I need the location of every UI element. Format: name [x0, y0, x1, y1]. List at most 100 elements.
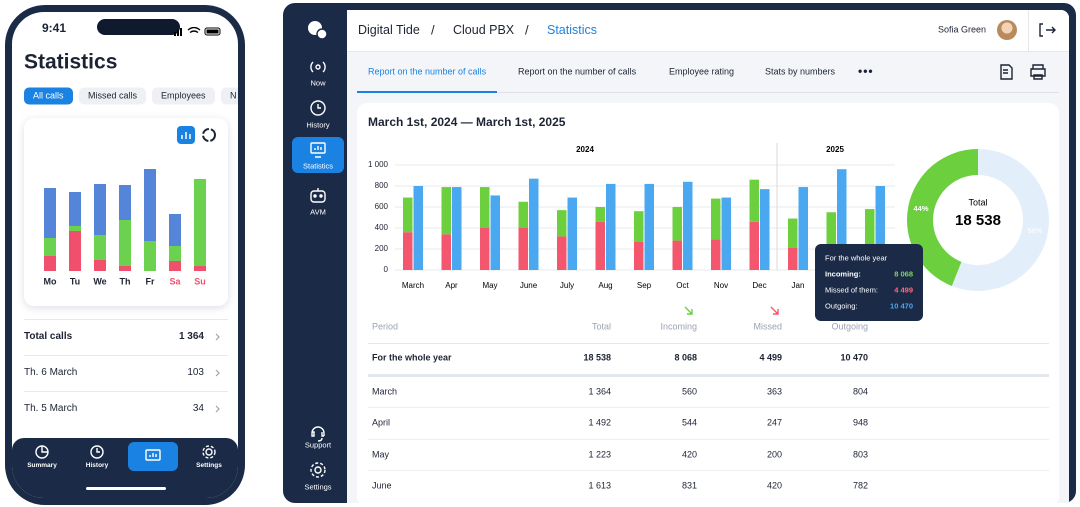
report-tab[interactable]: Employee rating — [669, 66, 735, 77]
table-cell: 8 068 — [674, 352, 697, 363]
table-cell: 200 — [766, 449, 782, 460]
bar-segment — [94, 235, 106, 260]
phone-list-value: 1 364 — [178, 331, 204, 342]
donut-segment — [951, 149, 1049, 292]
sidebar-label[interactable]: History — [306, 120, 330, 130]
table-cell: April — [372, 417, 391, 428]
x-tick-label: Nov — [714, 281, 728, 290]
table-cell: 4 499 — [759, 352, 782, 363]
phone-list-row[interactable] — [24, 391, 228, 428]
avatar[interactable] — [997, 20, 1017, 40]
tab-divider — [357, 92, 1059, 93]
bar-segment — [634, 211, 644, 242]
donut-segment — [906, 149, 978, 287]
breadcrumb[interactable]: Cloud PBX — [453, 22, 515, 37]
table-cell: 10 470 — [840, 352, 868, 363]
table-separator — [368, 470, 1049, 471]
bar — [644, 183, 654, 270]
phone-tab[interactable]: All calls — [24, 87, 73, 105]
tooltip-value: 8 068 — [894, 269, 913, 279]
status-time: 9:41 — [41, 21, 67, 35]
user-name: Sofia Green — [938, 24, 987, 35]
phone-tab[interactable]: N — [221, 87, 238, 105]
sidebar-icons — [308, 21, 328, 478]
phone-list-label: Th. 5 March — [24, 403, 78, 414]
breadcrumb-sep: / — [431, 22, 435, 38]
phone-list-label: Total calls — [24, 331, 73, 342]
x-tick-label: July — [560, 281, 574, 290]
phone-chart-toggle[interactable] — [177, 126, 216, 144]
bar-segment — [144, 241, 156, 271]
table-header: Total — [591, 321, 611, 332]
x-tick-label: Oct — [676, 281, 689, 290]
phone-nav-label[interactable]: Summary — [27, 461, 57, 469]
table-cell: 18 538 — [583, 352, 611, 363]
bar-segment — [788, 218, 798, 248]
bar-segment — [169, 246, 181, 261]
status-icons — [174, 23, 224, 36]
tooltip-label: Incoming: — [825, 269, 861, 279]
table-cell: 803 — [852, 449, 868, 460]
report-tab[interactable]: Report on the number of calls — [368, 66, 487, 77]
report-tab[interactable]: Report on the number of calls — [518, 66, 637, 77]
tooltip-value: 4 499 — [894, 285, 913, 295]
year-label: 2024 — [576, 145, 594, 154]
table-separator — [368, 374, 1049, 377]
table-cell: 544 — [681, 417, 697, 428]
bar — [490, 195, 500, 270]
tooltip-value: 10 470 — [890, 301, 913, 311]
bar-segment — [595, 221, 605, 270]
sidebar-label[interactable]: Support — [304, 440, 332, 450]
donut-center-label: Total — [968, 197, 987, 207]
phone-tab[interactable]: Employees — [152, 87, 215, 105]
bar-segment — [441, 187, 451, 235]
table-cell: June — [372, 480, 392, 491]
bar-segment — [144, 169, 156, 241]
report-tab[interactable]: Stats by numbers — [765, 66, 836, 77]
day-label: Mo — [44, 276, 57, 286]
bar — [875, 186, 885, 270]
phone-list-row[interactable] — [24, 355, 228, 392]
table-cell: March — [372, 386, 398, 397]
table-separator — [368, 439, 1049, 440]
sidebar-label[interactable]: Now — [310, 78, 326, 88]
bar — [529, 178, 539, 270]
bar-segment — [194, 266, 206, 271]
phone-nav-label[interactable]: Settings — [196, 461, 222, 469]
logout-box[interactable] — [1028, 10, 1070, 51]
phone-list-value: 103 — [187, 367, 204, 378]
bar-segment — [480, 228, 490, 270]
sidebar-label[interactable]: Settings — [304, 482, 332, 492]
table-separator — [368, 343, 1049, 344]
table-cell: May — [372, 449, 390, 460]
breadcrumb[interactable]: Digital Tide — [358, 22, 420, 37]
sidebar-label[interactable]: AVM — [310, 207, 326, 217]
sidebar-label[interactable]: Statistics — [302, 161, 334, 171]
x-tick-label: May — [482, 281, 497, 290]
bar — [413, 186, 423, 270]
status-icons-svg — [174, 26, 221, 36]
bar-segment — [69, 226, 81, 231]
table-cell: 804 — [852, 386, 868, 397]
more-tabs[interactable]: ••• — [858, 64, 874, 78]
phone-nav-label[interactable]: History — [85, 461, 109, 469]
bar-segment — [518, 201, 528, 228]
bar-segment — [94, 184, 106, 235]
y-tick-label: 0 — [384, 265, 389, 274]
header-bar — [347, 10, 1069, 52]
bar-segment — [94, 260, 106, 271]
dynamic-island — [97, 19, 180, 35]
bar-segment — [44, 238, 56, 256]
phone-tab[interactable]: Missed calls — [79, 87, 147, 105]
bar-segment — [749, 179, 759, 222]
table-cell: 1 613 — [588, 480, 611, 491]
table-cell: 782 — [852, 480, 868, 491]
table-header: Outgoing — [831, 321, 868, 332]
day-label: Fr — [146, 276, 155, 286]
phone-list-row[interactable] — [24, 319, 228, 356]
bar-segment — [634, 241, 644, 270]
phone-list-value: 34 — [192, 403, 204, 414]
day-label: We — [93, 276, 106, 286]
bar-segment — [119, 185, 131, 220]
